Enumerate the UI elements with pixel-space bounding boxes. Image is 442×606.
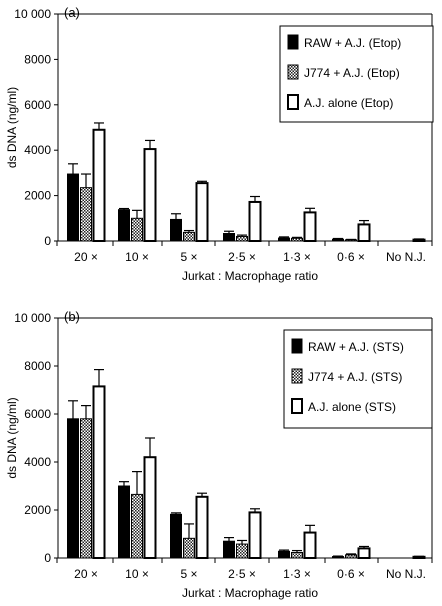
x-axis-label: Jurkat : Macrophage ratio [182, 269, 318, 283]
panel-label: (a) [64, 5, 80, 20]
legend-swatch [291, 368, 303, 384]
bar [291, 551, 303, 559]
bar [170, 218, 182, 242]
bar [357, 547, 371, 560]
x-tick-label: 5 × [180, 250, 197, 264]
legend-box [279, 25, 434, 123]
x-tick-label: No N.J. [386, 567, 426, 581]
bar [332, 238, 344, 242]
bar [303, 211, 317, 242]
bar [248, 511, 262, 560]
bar [291, 237, 303, 242]
bar [357, 223, 371, 242]
x-tick-label: 5 × [180, 567, 197, 581]
bar [412, 555, 426, 559]
bar [223, 233, 235, 242]
bar [183, 231, 195, 242]
bar [80, 187, 92, 242]
x-tick-label: 10 × [125, 250, 149, 264]
bar [92, 128, 106, 243]
y-axis-label: ds DNA (ng/ml) [5, 87, 19, 168]
legend-swatch [287, 34, 299, 50]
x-tick-label: 20 × [74, 567, 98, 581]
y-tick-label: 4000 [24, 455, 51, 469]
panel-label: (b) [64, 309, 80, 324]
bar [278, 550, 290, 559]
y-tick-label: 2000 [24, 189, 51, 203]
bar [183, 537, 195, 559]
bar [92, 385, 106, 559]
legend-swatch [291, 338, 303, 354]
bar [332, 556, 344, 559]
y-axis-label: ds DNA (ng/ml) [5, 397, 19, 478]
x-tick-label: 1·3 × [283, 567, 311, 581]
bar [236, 543, 248, 559]
bar [248, 200, 262, 242]
bar [67, 173, 79, 242]
bar [195, 182, 209, 243]
bar [67, 418, 79, 559]
y-tick-label: 10 000 [14, 311, 51, 325]
bar [131, 493, 143, 559]
chart-panel-b: 0 2000 4000 6000 8000 10 000 20 × 10 × 5 × 2·5 × 1… [5, 309, 433, 600]
y-tick-label: 0 [44, 234, 51, 248]
bar [80, 418, 92, 559]
bar [118, 209, 130, 242]
legend-swatch [291, 398, 303, 414]
legend-entry: J774 + A.J. (STS) [308, 370, 402, 384]
y-tick-label: 4000 [24, 143, 51, 157]
bar [223, 540, 235, 559]
x-axis-label: Jurkat : Macrophage ratio [182, 586, 318, 600]
bar [236, 235, 248, 242]
x-tick-label: 2·5 × [228, 250, 256, 264]
x-tick-label: 10 × [125, 567, 149, 581]
legend-entry: A.J. alone (STS) [308, 400, 396, 414]
y-tick-label: 6000 [24, 98, 51, 112]
bar [303, 531, 317, 559]
y-tick-label: 8000 [24, 52, 51, 66]
legend-entry: A.J. alone (Etop) [304, 96, 393, 110]
x-tick-label: No N.J. [386, 250, 426, 264]
y-tick-label: 2000 [24, 503, 51, 517]
legend-entry: J774 + A.J. (Etop) [304, 66, 400, 80]
bar [170, 513, 182, 559]
bar [131, 217, 143, 242]
bar [345, 554, 357, 559]
x-tick-label: 0·6 × [337, 567, 365, 581]
bar [143, 148, 157, 242]
legend-entry: RAW + A.J. (STS) [308, 340, 404, 354]
y-tick-label: 8000 [24, 359, 51, 373]
x-tick-label: 0·6 × [337, 250, 365, 264]
y-tick-label: 10 000 [14, 7, 51, 21]
bar [195, 495, 209, 559]
bar [278, 237, 290, 242]
legend-entry: RAW + A.J. (Etop) [304, 36, 401, 50]
x-tick-label: 20 × [74, 250, 98, 264]
bar [412, 238, 426, 243]
x-tick-label: 2·5 × [228, 567, 256, 581]
legend-swatch [287, 94, 299, 110]
y-tick-label: 6000 [24, 407, 51, 421]
legend-swatch [287, 64, 299, 80]
bar [143, 456, 157, 560]
bar [118, 485, 130, 559]
x-tick-label: 1·3 × [283, 250, 311, 264]
chart-panel-a: 0 2000 4000 6000 8000 10 000 20 × 10 × 5 × 2·5 × 1… [5, 5, 434, 283]
legend-box [283, 329, 433, 429]
y-tick-label: 0 [44, 551, 51, 565]
bar [345, 239, 357, 242]
